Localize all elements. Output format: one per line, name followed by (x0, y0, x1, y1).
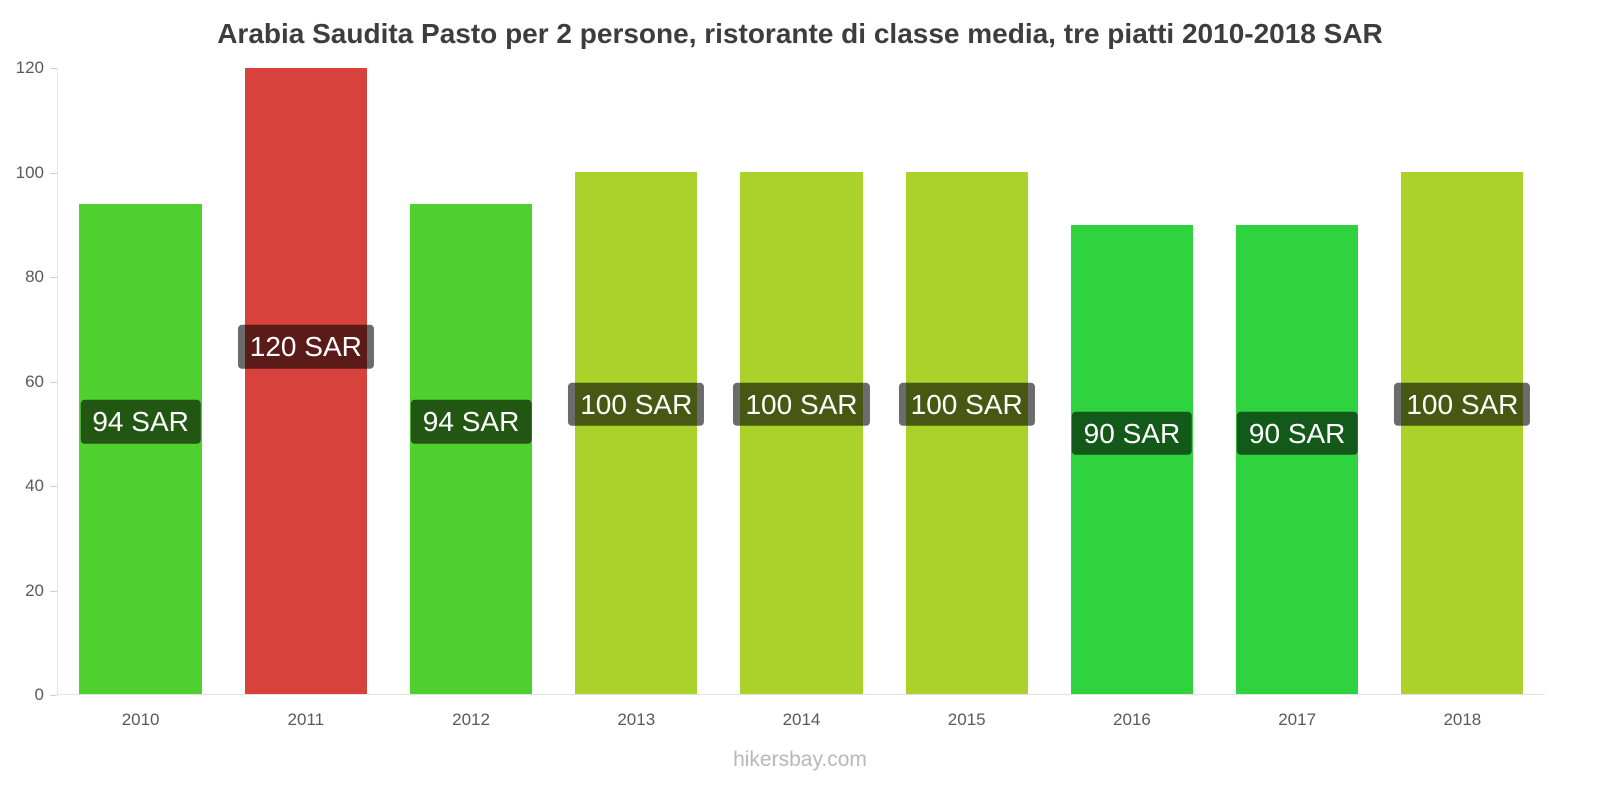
x-axis-tick-label: 2010 (121, 710, 160, 729)
bar-value-label: 100 SAR (1394, 382, 1531, 427)
x-axis-tick-label: 2012 (452, 710, 490, 729)
bar-2016[interactable]: 90 SAR (1070, 224, 1194, 694)
y-axis-tickmark (50, 68, 57, 69)
y-axis-tickmark (50, 172, 57, 174)
bar-2018[interactable]: 100 SAR (1394, 172, 1531, 694)
bar-group-2010: 94 SAR 2010 (58, 68, 223, 729)
y-axis-tick-label: 40 (25, 476, 44, 495)
bar-value-label: 100 SAR (733, 382, 870, 427)
bar-value-label: 94 SAR (80, 400, 201, 444)
bar-group-2016: 90 SAR 2016 (1049, 68, 1214, 729)
bar-group-2018: 100 SAR 2018 (1380, 68, 1545, 729)
x-axis-tick-label: 2014 (782, 710, 821, 729)
bar-group-2012: 94 SAR 2012 (388, 68, 553, 729)
y-axis-tick-label: 0 (34, 685, 44, 704)
y-axis: 0 20 40 60 80 100 120 (0, 58, 57, 704)
x-axis-tick-label: 2017 (1278, 710, 1317, 729)
bar-value-label: 100 SAR (568, 382, 705, 427)
chart-title: Arabia Saudita Pasto per 2 persone, rist… (217, 18, 1383, 49)
bar-group-2013: 100 SAR 2013 (554, 68, 719, 729)
bar-value-label: 120 SAR (237, 324, 374, 369)
x-axis-tick-label: 2018 (1443, 710, 1482, 729)
bar-2013[interactable]: 100 SAR (568, 172, 705, 694)
bar-2012[interactable]: 94 SAR (409, 203, 533, 694)
watermark: hikersbay.com (733, 748, 867, 771)
bar-group-2014: 100 SAR 2014 (719, 68, 884, 729)
y-axis-tick-label: 80 (25, 267, 44, 286)
y-axis-tickmark (50, 695, 57, 696)
bars-container: 94 SAR 2010 120 SAR 2011 94 SAR 2012 100 SAR 20… (57, 68, 1545, 729)
bar-group-2017: 90 SAR 2017 (1215, 68, 1380, 729)
y-axis-tick-label: 100 (15, 162, 44, 182)
x-axis-tick-label: 2011 (287, 710, 325, 729)
bar-2014[interactable]: 100 SAR (733, 172, 870, 694)
x-axis-tick-label: 2016 (1113, 710, 1151, 729)
bar-2015[interactable]: 100 SAR (898, 172, 1035, 694)
x-axis-tick-label: 2013 (617, 710, 656, 729)
y-axis-tickmark (50, 486, 57, 487)
bar-group-2015: 100 SAR 2015 (884, 68, 1049, 729)
bar-value-label: 90 SAR (1236, 411, 1358, 456)
bar-group-2011: 120 SAR 2011 (223, 68, 388, 729)
bar-2017[interactable]: 90 SAR (1236, 224, 1359, 694)
y-axis-tickmark (50, 381, 57, 383)
bar-2010[interactable]: 94 SAR (79, 203, 202, 694)
y-axis-tick-label: 60 (25, 371, 44, 391)
y-axis-tick-label: 20 (25, 580, 44, 600)
bar-value-label: 94 SAR (410, 400, 532, 444)
bar-2011[interactable]: 120 SAR (237, 68, 374, 694)
x-axis-tick-label: 2015 (947, 710, 986, 729)
y-axis-tickmark (50, 277, 57, 278)
bar-value-label: 100 SAR (898, 382, 1035, 427)
bar-value-label: 90 SAR (1071, 411, 1193, 456)
y-axis-tickmark (50, 590, 57, 592)
y-axis-tick-label: 120 (15, 58, 44, 77)
